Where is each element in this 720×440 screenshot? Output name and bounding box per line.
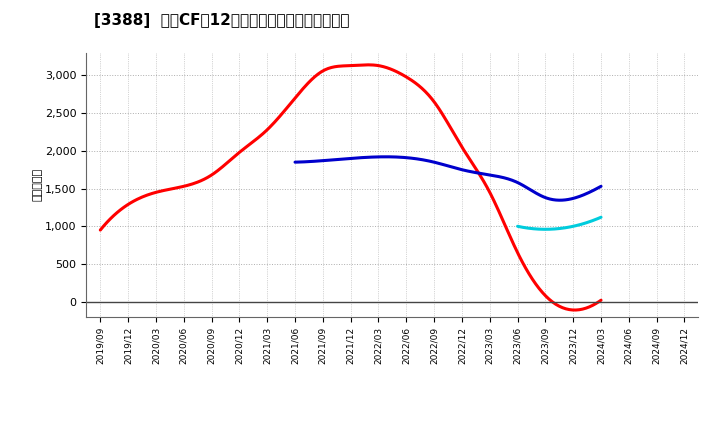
Text: [3388]  営業CFの12か月移動合計の平均値の推移: [3388] 営業CFの12か月移動合計の平均値の推移 [94, 13, 349, 28]
Legend: 3年, 5年, 7年, 10年: 3年, 5年, 7年, 10年 [223, 434, 562, 440]
Y-axis label: （百万円）: （百万円） [32, 168, 42, 202]
